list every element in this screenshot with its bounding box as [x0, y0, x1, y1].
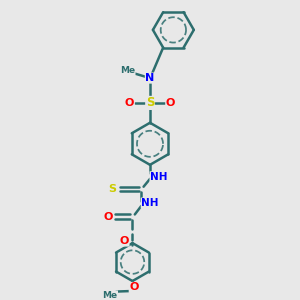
Text: Me: Me: [102, 291, 118, 300]
Text: O: O: [129, 283, 139, 292]
Text: N: N: [146, 73, 154, 83]
Text: NH: NH: [150, 172, 167, 182]
Text: O: O: [120, 236, 129, 246]
Text: O: O: [166, 98, 175, 108]
Text: NH: NH: [141, 198, 159, 208]
Text: O: O: [125, 98, 134, 108]
Text: O: O: [104, 212, 113, 222]
Text: S: S: [146, 96, 154, 110]
Text: Me: Me: [120, 66, 135, 75]
Text: S: S: [109, 184, 117, 194]
